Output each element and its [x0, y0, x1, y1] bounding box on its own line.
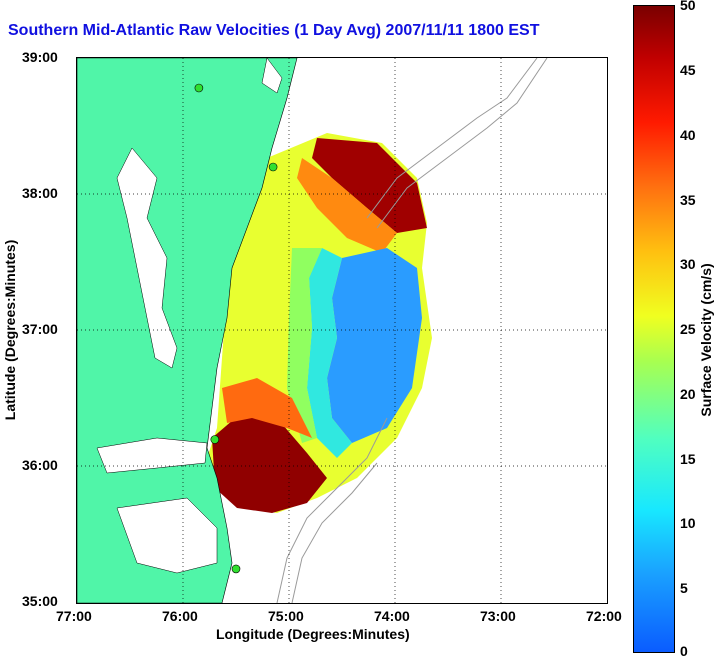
x-tick: 74:00: [374, 608, 410, 624]
velocity-region-blue: [327, 248, 422, 443]
colorbar-tick: 30: [680, 256, 696, 272]
colorbar-tick: 15: [680, 451, 696, 467]
y-tick: 35:00: [22, 593, 58, 609]
delaware-bay: [261, 58, 283, 94]
bathymetry-contours: [276, 58, 548, 603]
velocity-region-cyan: [307, 248, 352, 458]
colorbar-tick: 25: [680, 321, 696, 337]
colorbar-tick: 20: [680, 386, 696, 402]
station-marker: [210, 435, 220, 444]
y-tick: 36:00: [22, 457, 58, 473]
station-markers: [194, 83, 278, 574]
colorbar-tick: 10: [680, 515, 696, 531]
contour-line: [291, 462, 378, 603]
x-tick: 76:00: [162, 608, 198, 624]
map-plot[interactable]: [76, 57, 608, 604]
colorbar-tick: 50: [680, 0, 696, 13]
chesapeake-bay: [116, 147, 178, 369]
albemarle-sound: [96, 437, 208, 474]
velocity-field: [207, 133, 432, 513]
colorbar-label: Surface Velocity (cm/s): [698, 263, 714, 417]
map-grid: [77, 58, 607, 603]
velocity-region-orange-north: [297, 158, 397, 253]
velocity-region-red-south: [212, 408, 327, 513]
map-title: Southern Mid-Atlantic Raw Velocities (1 …: [8, 22, 540, 39]
station-marker: [194, 83, 204, 93]
y-tick: 38:00: [22, 185, 58, 201]
station-marker: [231, 564, 241, 574]
colorbar-tick: 40: [680, 127, 696, 143]
y-tick: 39:00: [22, 49, 58, 65]
pamlico-sound: [116, 497, 218, 574]
contour-line: [276, 417, 388, 603]
y-axis-label: Latitude (Degrees:Minutes): [2, 239, 18, 421]
velocity-region-orange-south: [222, 378, 312, 438]
colorbar-tick: 35: [680, 192, 696, 208]
x-axis-label: Longitude (Degrees:Minutes): [216, 626, 410, 642]
station-marker: [268, 162, 278, 172]
velocity-region-red-north: [312, 138, 427, 233]
x-tick: 73:00: [480, 608, 516, 624]
colorbar-tick: 0: [680, 643, 688, 659]
y-tick: 37:00: [22, 321, 58, 337]
colorbar-tick: 5: [680, 580, 688, 596]
contour-line: [376, 58, 548, 229]
x-tick: 77:00: [56, 608, 92, 624]
contour-line: [366, 58, 538, 219]
colorbar-tick: 45: [680, 62, 696, 78]
colorbar: [633, 5, 675, 653]
velocity-region-green: [287, 248, 322, 443]
map-svg: [77, 58, 607, 603]
x-tick: 72:00: [586, 608, 622, 624]
x-tick: 75:00: [268, 608, 304, 624]
